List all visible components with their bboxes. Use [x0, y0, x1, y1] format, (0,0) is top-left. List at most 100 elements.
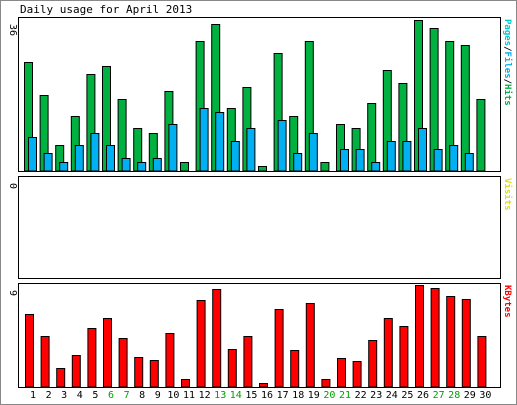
bar-hits-files-pages-files-day-14	[230, 141, 240, 172]
legend-entry-visits-0: Visits	[502, 178, 513, 211]
bar-kbytes-kbytes-day-25	[399, 326, 409, 388]
bar-kbytes-kbytes-day-15	[243, 336, 253, 388]
bar-hits-files-pages-files-day-21	[340, 149, 349, 172]
bar-hits-files-pages-hits-day-16	[258, 166, 267, 172]
bar-kbytes-kbytes-day-11	[181, 379, 190, 388]
x-tick-day-28: 28	[448, 390, 460, 401]
x-tick-day-5: 5	[92, 390, 98, 401]
bar-hits-files-pages-hits-day-29	[460, 45, 470, 172]
bar-hits-files-pages-hits-day-30	[476, 99, 486, 172]
panel-frame-visits	[18, 176, 501, 279]
x-tick-day-11: 11	[183, 390, 195, 401]
bar-kbytes-kbytes-day-9	[149, 360, 159, 388]
chart-title: Daily usage for April 2013	[20, 3, 192, 16]
bar-kbytes-kbytes-day-28	[446, 296, 456, 388]
bar-hits-files-pages-files-day-12	[199, 108, 209, 172]
bar-kbytes-kbytes-day-26	[415, 285, 424, 388]
bar-hits-files-pages-hits-day-23	[367, 103, 377, 172]
bar-kbytes-kbytes-day-29	[461, 299, 471, 388]
bar-kbytes-kbytes-day-2	[40, 336, 50, 388]
bar-hits-files-pages-files-day-9	[152, 158, 162, 172]
x-tick-day-1: 1	[30, 390, 36, 401]
bar-kbytes-kbytes-day-24	[383, 318, 393, 388]
bar-hits-files-pages-files-day-19	[308, 133, 318, 172]
x-tick-day-9: 9	[155, 390, 161, 401]
bar-kbytes-kbytes-day-17	[274, 309, 284, 388]
legend-entry-hits-files-pages-4: Hits	[502, 84, 513, 106]
bar-kbytes-kbytes-day-16	[259, 383, 268, 388]
bar-hits-files-pages-files-day-2	[43, 153, 53, 172]
bar-hits-files-pages-files-day-6	[106, 145, 115, 172]
legend-hits-files-pages: Pages/Files/Hits	[502, 19, 513, 106]
legend-entry-hits-files-pages-1: /	[502, 46, 512, 51]
x-tick-day-4: 4	[77, 390, 83, 401]
x-tick-day-24: 24	[386, 390, 398, 401]
y-axis-max-kbytes: 9	[7, 290, 18, 296]
bar-hits-files-pages-files-day-17	[277, 120, 287, 172]
legend-entry-hits-files-pages-3: /	[502, 79, 512, 84]
x-tick-day-10: 10	[167, 390, 179, 401]
bar-kbytes-kbytes-day-6	[103, 318, 112, 388]
bar-kbytes-kbytes-day-3	[56, 368, 66, 388]
bar-kbytes-kbytes-day-20	[321, 379, 331, 388]
bar-kbytes-kbytes-day-5	[87, 328, 97, 388]
bar-kbytes-kbytes-day-12	[196, 300, 206, 388]
bar-kbytes-kbytes-day-14	[227, 349, 237, 388]
x-tick-day-27: 27	[433, 390, 445, 401]
bar-kbytes-kbytes-day-1	[25, 314, 34, 388]
legend-visits: Visits	[502, 178, 513, 211]
bar-hits-files-pages-files-day-22	[355, 149, 365, 172]
bar-kbytes-kbytes-day-10	[165, 333, 175, 388]
bar-hits-files-pages-files-day-29	[464, 153, 474, 172]
x-tick-day-6: 6	[108, 390, 114, 401]
x-tick-day-13: 13	[214, 390, 226, 401]
bar-hits-files-pages-files-day-10	[168, 124, 178, 172]
bar-hits-files-pages-files-day-18	[293, 153, 303, 172]
x-tick-day-30: 30	[479, 390, 491, 401]
x-tick-day-22: 22	[355, 390, 367, 401]
x-tick-day-2: 2	[46, 390, 52, 401]
x-tick-day-16: 16	[261, 390, 273, 401]
y-axis-max-hits-files-pages: 36	[7, 24, 18, 36]
x-tick-day-21: 21	[339, 390, 351, 401]
bar-hits-files-pages-files-day-1	[28, 137, 37, 172]
x-tick-day-26: 26	[417, 390, 429, 401]
bar-hits-files-pages-files-day-26	[418, 128, 427, 172]
x-tick-day-14: 14	[230, 390, 242, 401]
x-tick-day-25: 25	[401, 390, 413, 401]
bar-kbytes-kbytes-day-27	[430, 288, 440, 388]
bar-hits-files-pages-files-day-28	[449, 145, 459, 172]
bar-kbytes-kbytes-day-8	[134, 357, 144, 388]
x-tick-day-15: 15	[245, 390, 257, 401]
x-tick-day-18: 18	[292, 390, 304, 401]
bar-hits-files-pages-files-day-24	[386, 141, 396, 172]
x-tick-day-20: 20	[323, 390, 335, 401]
bar-hits-files-pages-files-day-4	[74, 145, 84, 172]
legend-entry-hits-files-pages-0: Pages	[502, 19, 512, 46]
bar-hits-files-pages-hits-day-20	[320, 162, 330, 172]
bar-kbytes-kbytes-day-30	[477, 336, 487, 388]
bar-hits-files-pages-hits-day-11	[180, 162, 189, 172]
y-axis-max-visits: 0	[7, 183, 18, 189]
bar-hits-files-pages-files-day-3	[59, 162, 69, 172]
bar-hits-files-pages-files-day-23	[371, 162, 381, 172]
bar-kbytes-kbytes-day-23	[368, 340, 378, 388]
x-tick-day-8: 8	[139, 390, 145, 401]
legend-entry-hits-files-pages-2: Files	[502, 52, 513, 79]
bar-kbytes-kbytes-day-21	[337, 358, 346, 388]
bar-kbytes-kbytes-day-7	[118, 338, 128, 388]
bar-kbytes-kbytes-day-4	[71, 355, 81, 388]
bar-kbytes-kbytes-day-19	[305, 303, 315, 388]
x-tick-day-3: 3	[61, 390, 67, 401]
legend-entry-kbytes-0: KBytes	[502, 285, 512, 318]
x-tick-day-29: 29	[464, 390, 476, 401]
x-tick-day-17: 17	[277, 390, 289, 401]
bar-kbytes-kbytes-day-22	[352, 361, 362, 388]
bar-hits-files-pages-files-day-27	[433, 149, 443, 172]
bar-hits-files-pages-files-day-7	[121, 158, 131, 172]
bar-hits-files-pages-files-day-5	[90, 133, 100, 172]
legend-kbytes: KBytes	[502, 285, 512, 318]
x-tick-day-23: 23	[370, 390, 382, 401]
bar-hits-files-pages-files-day-25	[402, 141, 412, 172]
